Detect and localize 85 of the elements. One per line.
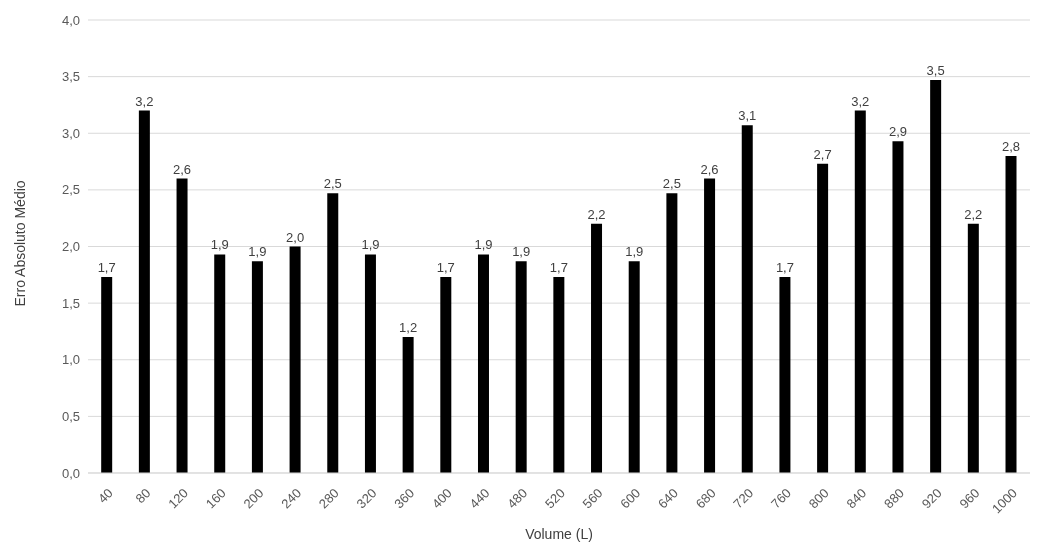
data-label: 1,9	[474, 237, 493, 253]
bar	[289, 246, 301, 473]
data-label: 2,5	[662, 176, 681, 192]
x-tick-label: 80	[132, 485, 154, 507]
x-tick-label: 800	[805, 485, 832, 512]
bar	[779, 277, 791, 473]
x-tick-label: 880	[881, 485, 908, 512]
bar	[138, 110, 150, 473]
data-label: 1,7	[97, 260, 116, 276]
y-tick-label: 1,5	[61, 295, 80, 311]
x-tick-label: 480	[504, 485, 531, 512]
y-tick-label: 0,0	[61, 465, 80, 481]
x-tick-label: 400	[428, 485, 455, 512]
data-label: 1,9	[210, 237, 229, 253]
bar	[402, 337, 414, 473]
data-label: 1,9	[625, 244, 644, 260]
x-tick-label: 320	[353, 485, 380, 512]
data-label: 1,9	[361, 237, 380, 253]
data-label: 1,9	[248, 244, 267, 260]
data-label: 2,8	[1001, 138, 1021, 154]
data-label: 2,9	[888, 124, 908, 140]
x-tick-label: 200	[240, 485, 267, 512]
x-tick-label: 680	[692, 485, 719, 512]
data-label: 3,5	[926, 63, 945, 79]
bar	[553, 277, 565, 473]
bar	[176, 178, 188, 473]
bar	[440, 277, 452, 473]
x-tick-label: 160	[202, 485, 229, 512]
data-label: 1,7	[436, 260, 455, 276]
x-tick-label: 720	[730, 485, 757, 512]
x-tick-label: 40	[94, 485, 116, 507]
bar	[854, 110, 866, 473]
x-tick-label: 760	[768, 485, 794, 512]
data-label: 1,7	[549, 260, 568, 276]
data-label: 2,6	[173, 161, 192, 177]
x-tick-label: 600	[617, 485, 644, 512]
bar	[251, 261, 263, 473]
data-label: 2,2	[587, 206, 606, 222]
x-tick-label: 440	[466, 485, 493, 512]
y-tick-label: 3,5	[61, 69, 80, 85]
x-tick-label: 920	[918, 485, 945, 512]
bar	[515, 261, 527, 473]
x-tick-label: 840	[843, 485, 870, 512]
bar	[477, 254, 489, 473]
bar	[892, 141, 904, 473]
y-tick-label: 4,0	[61, 12, 80, 28]
data-label: 3,1	[738, 108, 757, 124]
x-tick-label: 280	[315, 485, 342, 512]
data-label: 1,9	[512, 244, 531, 260]
x-tick-label: 120	[165, 485, 192, 512]
y-tick-label: 3,0	[61, 125, 80, 141]
data-label: 2,5	[323, 176, 342, 192]
y-tick-label: 1,0	[61, 352, 80, 368]
data-label: 1,7	[775, 260, 794, 276]
data-label: 1,2	[399, 320, 418, 336]
data-label: 3,2	[851, 93, 870, 109]
data-label: 2,7	[813, 146, 832, 162]
bar	[1005, 155, 1017, 473]
bar	[101, 277, 113, 473]
x-tick-label: 520	[541, 485, 568, 512]
y-tick-label: 2,5	[61, 182, 80, 198]
bar	[591, 223, 603, 473]
y-tick-label: 0,5	[61, 408, 80, 424]
y-tick-label: 2,0	[61, 239, 80, 255]
bar	[364, 254, 376, 473]
bar	[704, 178, 716, 473]
bar	[666, 193, 678, 473]
x-axis-title: Volume (L)	[525, 526, 593, 542]
bar	[817, 163, 829, 473]
data-label: 2,6	[700, 161, 719, 177]
bar	[741, 125, 753, 473]
x-tick-label: 560	[579, 485, 606, 512]
x-tick-label: 240	[278, 485, 305, 512]
bar	[214, 254, 226, 473]
data-label: 2,0	[286, 229, 305, 245]
bar	[628, 261, 640, 473]
x-tick-label: 960	[956, 485, 983, 512]
x-tick-label: 640	[654, 485, 681, 512]
x-tick-label: 360	[391, 485, 418, 512]
data-label: 3,2	[135, 93, 154, 109]
bar	[967, 223, 979, 473]
y-axis-title: Erro Absoluto Médio	[11, 180, 28, 307]
bar	[930, 80, 942, 473]
data-label: 2,2	[964, 206, 983, 222]
bar	[327, 193, 339, 473]
